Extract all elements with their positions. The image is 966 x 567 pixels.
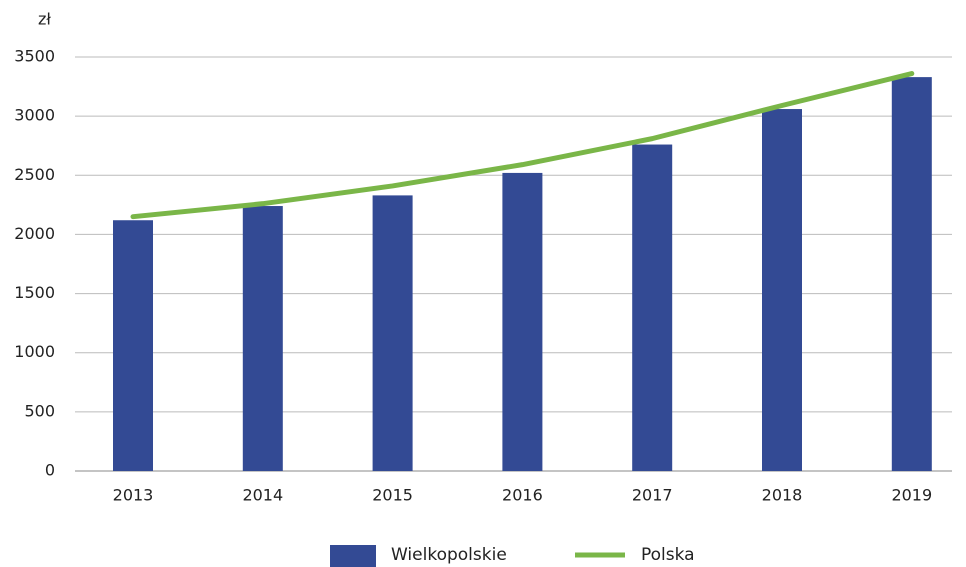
line xyxy=(130,71,915,220)
bar xyxy=(502,172,543,472)
y-tick-label: 2000 xyxy=(14,224,55,243)
x-tick-label: 2018 xyxy=(762,486,803,505)
x-tick-label: 2015 xyxy=(372,486,413,505)
y-tick-label: 1500 xyxy=(14,283,55,302)
y-axis-label: zł xyxy=(38,10,51,29)
bar xyxy=(372,195,413,471)
y-tick-label: 3500 xyxy=(14,47,55,66)
bar xyxy=(632,144,673,471)
y-tick-label: 500 xyxy=(24,401,55,420)
bar xyxy=(113,220,153,471)
legend-swatch xyxy=(330,545,376,567)
bar xyxy=(762,109,802,471)
y-tick-label: 1000 xyxy=(14,342,55,361)
x-tick-label: 2019 xyxy=(891,486,932,505)
y-tick-label: 2500 xyxy=(14,165,55,184)
x-tick-label: 2016 xyxy=(502,486,543,505)
bar xyxy=(891,77,932,471)
x-tick-label: 2013 xyxy=(113,486,154,505)
bar xyxy=(242,206,283,472)
x-tick-label: 2017 xyxy=(632,486,673,505)
legend-label: Wielkopolskie xyxy=(391,545,507,565)
x-tick-label: 2014 xyxy=(242,486,283,505)
legend-label: Polska xyxy=(641,545,695,565)
y-tick-label: 0 xyxy=(45,461,55,480)
y-tick-label: 3000 xyxy=(14,106,55,125)
